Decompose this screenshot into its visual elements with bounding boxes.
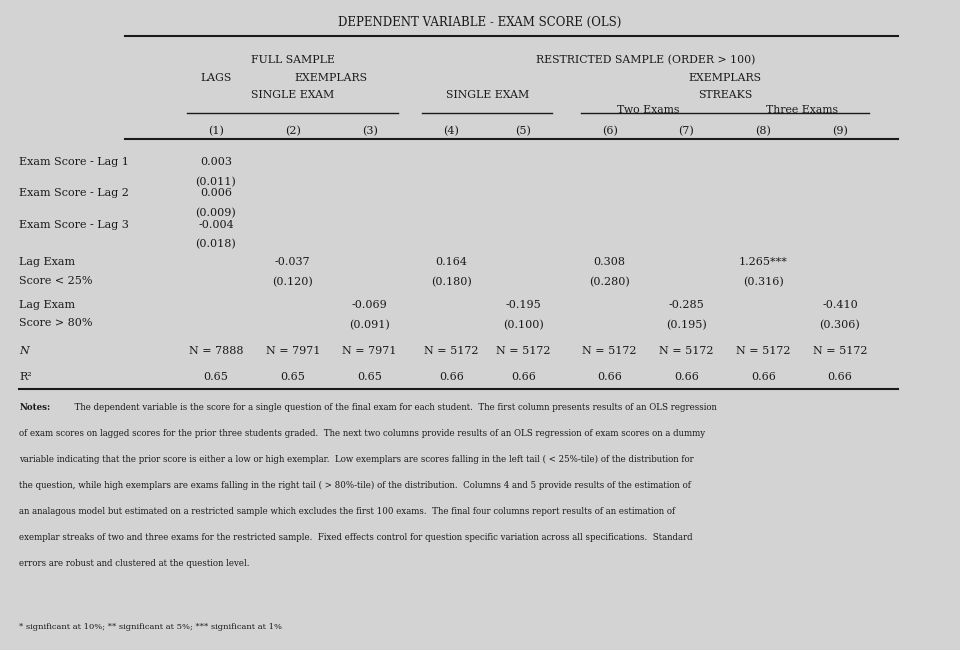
Text: 0.65: 0.65: [357, 372, 382, 382]
Text: N = 5172: N = 5172: [583, 346, 636, 356]
Text: N: N: [19, 346, 29, 356]
Text: N = 5172: N = 5172: [736, 346, 790, 356]
Text: (0.018): (0.018): [196, 239, 236, 250]
Text: EXEMPLARS: EXEMPLARS: [688, 73, 761, 83]
Text: N = 7971: N = 7971: [266, 346, 320, 356]
Text: Exam Score - Lag 1: Exam Score - Lag 1: [19, 157, 129, 167]
Text: (0.195): (0.195): [666, 320, 707, 330]
Text: 0.003: 0.003: [200, 157, 232, 167]
Text: (3): (3): [362, 126, 377, 136]
Text: R²: R²: [19, 372, 32, 382]
Text: variable indicating that the prior score is either a low or high exemplar.  Low : variable indicating that the prior score…: [19, 455, 694, 464]
Text: Exam Score - Lag 3: Exam Score - Lag 3: [19, 220, 129, 229]
Text: RESTRICTED SAMPLE (ORDER > 100): RESTRICTED SAMPLE (ORDER > 100): [536, 55, 756, 66]
Text: 0.006: 0.006: [200, 188, 232, 198]
Text: FULL SAMPLE: FULL SAMPLE: [251, 55, 335, 65]
Text: Notes:: Notes:: [19, 403, 51, 412]
Text: Lag Exam: Lag Exam: [19, 257, 75, 267]
Text: N = 5172: N = 5172: [813, 346, 867, 356]
Text: (0.316): (0.316): [743, 277, 783, 287]
Text: (0.306): (0.306): [820, 320, 860, 330]
Text: (0.009): (0.009): [196, 208, 236, 218]
Text: 0.66: 0.66: [674, 372, 699, 382]
Text: Two Exams: Two Exams: [617, 105, 679, 115]
Text: STREAKS: STREAKS: [698, 90, 752, 99]
Text: N = 5172: N = 5172: [424, 346, 478, 356]
Text: Score > 80%: Score > 80%: [19, 318, 93, 328]
Text: Score < 25%: Score < 25%: [19, 276, 93, 285]
Text: of exam scores on lagged scores for the prior three students graded.  The next t: of exam scores on lagged scores for the …: [19, 429, 706, 438]
Text: 0.308: 0.308: [593, 257, 626, 267]
Text: N = 7971: N = 7971: [343, 346, 396, 356]
Text: N = 7888: N = 7888: [189, 346, 243, 356]
Text: Lag Exam: Lag Exam: [19, 300, 75, 310]
Text: (0.280): (0.280): [589, 277, 630, 287]
Text: errors are robust and clustered at the question level.: errors are robust and clustered at the q…: [19, 559, 250, 568]
Text: -0.410: -0.410: [822, 300, 858, 310]
Text: (7): (7): [679, 126, 694, 136]
Text: 0.65: 0.65: [280, 372, 305, 382]
Text: 0.66: 0.66: [828, 372, 852, 382]
Text: (0.180): (0.180): [431, 277, 471, 287]
Text: (8): (8): [756, 126, 771, 136]
Text: (2): (2): [285, 126, 300, 136]
Text: exemplar streaks of two and three exams for the restricted sample.  Fixed effect: exemplar streaks of two and three exams …: [19, 533, 693, 542]
Text: (0.100): (0.100): [503, 320, 543, 330]
Text: (9): (9): [832, 126, 848, 136]
Text: (0.120): (0.120): [273, 277, 313, 287]
Text: SINGLE EXAM: SINGLE EXAM: [252, 90, 334, 99]
Text: an analagous model but estimated on a restricted sample which excludes the first: an analagous model but estimated on a re…: [19, 507, 675, 516]
Text: 0.66: 0.66: [597, 372, 622, 382]
Text: SINGLE EXAM: SINGLE EXAM: [445, 90, 529, 99]
Text: LAGS: LAGS: [201, 73, 231, 83]
Text: -0.037: -0.037: [275, 257, 311, 267]
Text: -0.004: -0.004: [198, 220, 234, 229]
Text: -0.195: -0.195: [505, 300, 541, 310]
Text: 0.66: 0.66: [511, 372, 536, 382]
Text: Exam Score - Lag 2: Exam Score - Lag 2: [19, 188, 129, 198]
Text: N = 5172: N = 5172: [496, 346, 550, 356]
Text: (0.091): (0.091): [349, 320, 390, 330]
Text: 0.66: 0.66: [439, 372, 464, 382]
Text: (6): (6): [602, 126, 617, 136]
Text: * significant at 10%; ** significant at 5%; *** significant at 1%: * significant at 10%; ** significant at …: [19, 623, 282, 630]
Text: the question, while high exemplars are exams falling in the right tail ( > 80%-t: the question, while high exemplars are e…: [19, 481, 691, 490]
Text: 0.65: 0.65: [204, 372, 228, 382]
Text: Three Exams: Three Exams: [765, 105, 837, 115]
Text: DEPENDENT VARIABLE - EXAM SCORE (OLS): DEPENDENT VARIABLE - EXAM SCORE (OLS): [338, 16, 622, 29]
Text: -0.069: -0.069: [351, 300, 388, 310]
Text: (0.011): (0.011): [196, 177, 236, 187]
Text: (5): (5): [516, 126, 531, 136]
Text: (4): (4): [444, 126, 459, 136]
Text: The dependent variable is the score for a single question of the final exam for : The dependent variable is the score for …: [69, 403, 717, 412]
Text: -0.285: -0.285: [668, 300, 705, 310]
Text: 0.164: 0.164: [435, 257, 468, 267]
Text: 1.265***: 1.265***: [739, 257, 787, 267]
Text: EXEMPLARS: EXEMPLARS: [295, 73, 368, 83]
Text: N = 5172: N = 5172: [660, 346, 713, 356]
Text: 0.66: 0.66: [751, 372, 776, 382]
Text: (1): (1): [208, 126, 224, 136]
